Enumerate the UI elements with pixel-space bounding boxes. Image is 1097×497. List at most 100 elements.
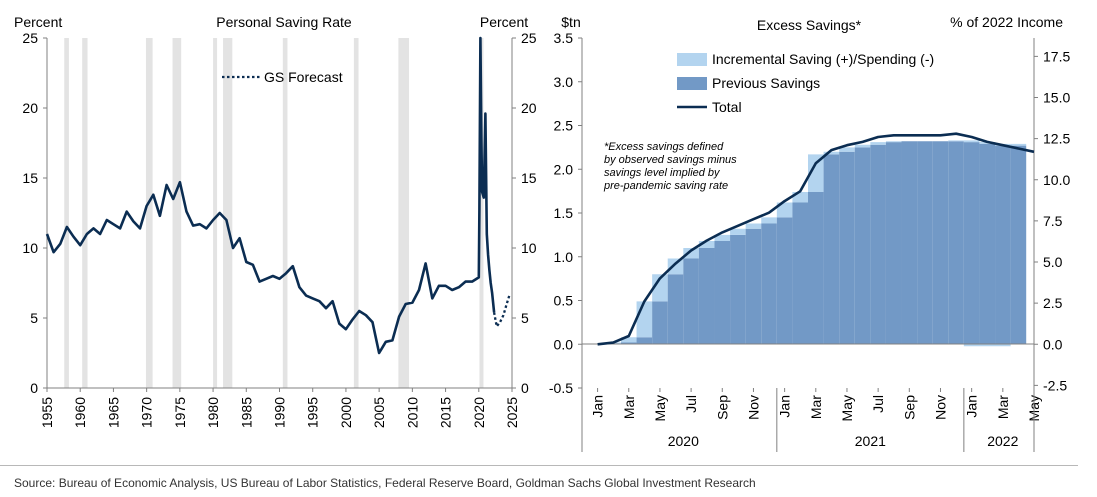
c1-xtick-label: 1965	[105, 397, 121, 428]
legend-previous-label: Previous Savings	[712, 75, 820, 91]
previous-savings-bar	[917, 141, 933, 345]
incremental-saving-bar	[870, 142, 886, 145]
recession-band	[479, 38, 484, 388]
excess-savings-note: *Excess savings defined by observed savi…	[603, 141, 740, 192]
c2-ytick-right-label: -2.5	[1043, 377, 1067, 393]
c2-xtick-label: Jul	[870, 395, 886, 413]
c2-title: Excess Savings*	[757, 17, 862, 33]
incremental-saving-bar	[776, 202, 793, 218]
gs-forecast-line	[492, 295, 511, 330]
recession-band	[145, 38, 153, 388]
c2-xtick-label: Sep	[901, 395, 917, 420]
incremental-saving-bar	[667, 258, 684, 275]
c1-xtick-label: 1960	[72, 397, 88, 428]
c1-xtick-label: 2010	[404, 397, 420, 428]
incremental-saving-bar	[745, 223, 762, 229]
legend-total-label: Total	[712, 99, 742, 115]
previous-savings-bar	[932, 141, 949, 345]
c1-ytick-left-label: 20	[22, 100, 38, 116]
c2-ytick-right-label: 12.5	[1043, 131, 1070, 147]
incremental-saving-bar	[1010, 143, 1027, 146]
previous-savings-bar	[979, 143, 996, 345]
previous-savings-bar	[963, 142, 980, 345]
c2-ytick-right-label: 17.5	[1043, 48, 1070, 64]
c2-ytick-left-label: 3.0	[554, 74, 574, 90]
incremental-saving-bar	[683, 248, 699, 259]
c2-ytick-left-label: 2.5	[554, 118, 574, 134]
c2-x-ticks: Jan Mar May Jul Sep Nov Jan Mar May Jul Sep Nov Jan M…	[581, 388, 1042, 452]
incremental-saving-bar	[792, 192, 808, 203]
c2-ytick-left-label: 3.5	[554, 30, 574, 46]
c1-xtick-label: 2020	[471, 397, 487, 428]
previous-savings-bar	[792, 202, 808, 345]
c1-xtick-label: 1955	[39, 397, 55, 428]
previous-savings-bar	[901, 141, 918, 345]
c1-xtick-label: 1975	[172, 397, 188, 428]
c1-xtick-label: 2000	[338, 397, 354, 428]
previous-savings-bar	[667, 274, 684, 345]
incremental-saving-bar	[808, 154, 824, 192]
c1-xtick-label: 1995	[305, 397, 321, 428]
c1-ytick-left-label: 5	[30, 310, 38, 326]
source-note: Source: Bureau of Economic Analysis, US …	[14, 476, 756, 490]
c2-xtick-label: Nov	[745, 395, 761, 420]
recession-band	[353, 38, 359, 388]
c2-ytick-right-label: 7.5	[1043, 213, 1063, 229]
c2-xtick-label: Mar	[995, 395, 1011, 419]
c2-ytick-left-label: 0.0	[554, 336, 574, 352]
c1-xtick-label: 2005	[371, 397, 387, 428]
c1-ytick-left-label: 10	[22, 240, 38, 256]
c2-xtick-label: Jul	[683, 395, 699, 413]
c1-xtick-label: 1990	[272, 397, 288, 428]
incremental-saving-bar	[698, 241, 715, 248]
c1-ylabel-right: Percent	[480, 14, 528, 30]
c2-xtick-label: Jan	[590, 395, 606, 418]
legend-incremental-label: Incremental Saving (+)/Spending (-)	[712, 51, 934, 67]
previous-savings-bar	[995, 145, 1011, 345]
c1-ytick-right-label: 20	[521, 100, 537, 116]
incremental-saving-bar	[839, 147, 855, 152]
footer-divider	[0, 465, 1078, 466]
previous-savings-bar	[885, 142, 902, 345]
previous-savings-bar	[683, 258, 699, 345]
spending-bar	[963, 344, 1011, 347]
c2-ytick-left-label: 2.0	[554, 161, 574, 177]
recession-band	[223, 38, 233, 388]
incremental-saving-bar	[948, 140, 964, 142]
c1-ytick-right-label: 15	[521, 170, 537, 186]
note-line-1: *Excess savings defined	[604, 141, 724, 153]
legend-previous-swatch	[677, 77, 707, 90]
incremental-saving-bar	[730, 228, 746, 235]
legend-incremental-swatch	[677, 53, 707, 66]
recession-bands	[64, 38, 484, 388]
recession-band	[282, 38, 288, 388]
previous-savings-bar	[776, 217, 793, 345]
c1-x-ticks: 1955 1960 1965 1970 1975 1980 1985 1990 1995 2000…	[39, 388, 520, 428]
c2-xtick-label: May	[839, 395, 855, 421]
incremental-saving-bar	[854, 144, 871, 148]
incremental-saving-bar	[761, 217, 777, 224]
previous-savings-bar	[698, 248, 715, 345]
c2-year-label: 2021	[855, 433, 886, 449]
previous-savings-bar	[839, 151, 855, 345]
c1-xtick-label: 1980	[205, 397, 221, 428]
c2-ytick-left-label: 1.5	[554, 205, 574, 221]
incremental-saving-bar	[620, 337, 637, 343]
c1-ytick-right-label: 0	[521, 380, 529, 396]
c1-ytick-left-label: 25	[22, 30, 38, 46]
previous-savings-bar	[745, 228, 762, 345]
note-line-3: savings level implied by	[604, 167, 721, 179]
c2-year-label: 2022	[987, 433, 1018, 449]
spending-bar	[963, 140, 980, 143]
c2-ytick-left-label: 0.5	[554, 293, 574, 309]
previous-savings-bar	[652, 301, 668, 345]
c2-ytick-right-label: 2.5	[1043, 295, 1063, 311]
previous-savings-bar	[808, 192, 824, 345]
c1-ytick-right-label: 25	[521, 30, 537, 46]
c2-ytick-right-label: 10.0	[1043, 172, 1070, 188]
excess-savings-chart: -0.5 0.0 0.5 1.0 1.5 2.0 2.5 3.0 3.5 -2.5 0.0 2.5 5.…	[549, 14, 1071, 452]
c2-y-ticks: -0.5 0.0 0.5 1.0 1.5 2.0 2.5 3.0 3.5 -2.5 0.0 2.5 5.…	[549, 30, 1071, 396]
note-line-4: pre-pandemic saving rate	[603, 180, 728, 192]
excess-savings-bars	[605, 140, 1027, 347]
